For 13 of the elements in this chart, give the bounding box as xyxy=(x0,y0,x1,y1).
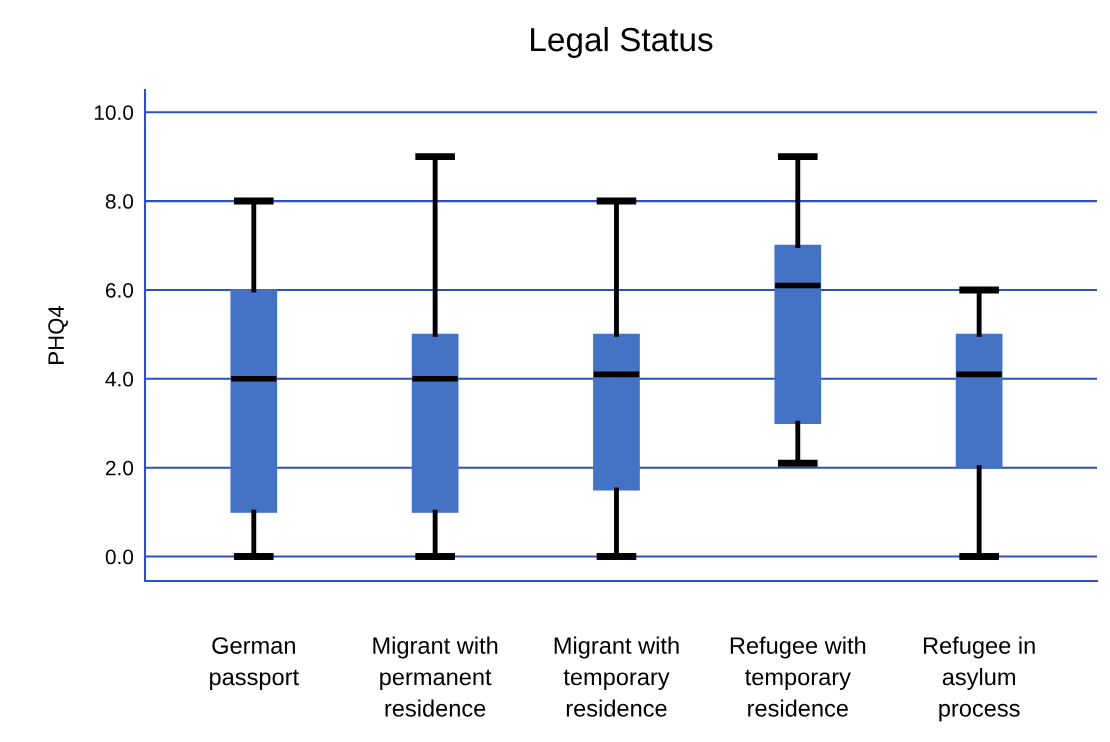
y-tick-label: 2.0 xyxy=(105,460,134,476)
y-tick-label: 10.0 xyxy=(94,105,134,120)
x-tick-label: Migrant with temporary residence xyxy=(554,636,679,717)
x-tick-label: German passport xyxy=(210,637,299,690)
y-tick-label: 0.0 xyxy=(105,549,134,565)
x-tick-label: Refugee with temporary residence xyxy=(730,636,866,717)
y-axis-title: PHQ4 xyxy=(48,305,68,364)
y-tick-label: 8.0 xyxy=(105,194,134,209)
x-tick-label: Refugee in asylum process xyxy=(923,636,1035,722)
y-tick-label: 4.0 xyxy=(105,371,134,387)
x-tick-label: Migrant with permanent residence xyxy=(373,636,498,717)
y-tick-label: 6.0 xyxy=(105,282,134,298)
chart-title: Legal Status xyxy=(531,26,713,59)
